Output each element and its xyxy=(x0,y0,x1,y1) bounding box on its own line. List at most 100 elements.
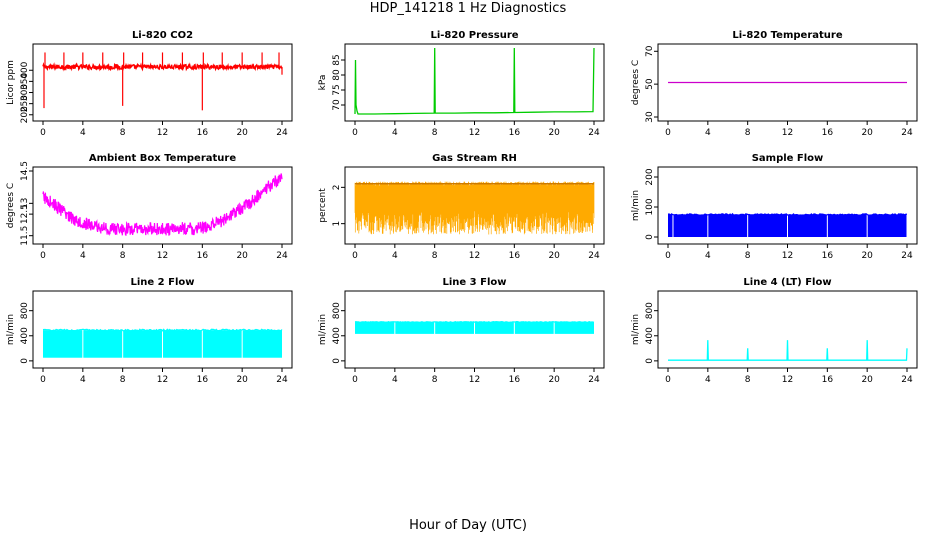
x-tick-label: 4 xyxy=(392,251,398,261)
flow-band xyxy=(395,321,435,334)
y-tick-label: 70 xyxy=(645,45,655,57)
flow-band xyxy=(708,214,748,237)
x-tick-label: 16 xyxy=(197,251,209,261)
flow-edge xyxy=(355,320,595,323)
panel-line-2-flow: Line 2 Flow 0 4 8 12 16 20 24 0 400 800 ml/min xyxy=(6,277,293,385)
x-tick-label: 20 xyxy=(861,251,873,261)
flow-band xyxy=(668,214,673,237)
flow-band xyxy=(43,330,83,358)
panel-title: Li-820 CO2 xyxy=(132,30,193,41)
x-tick-label: 8 xyxy=(432,128,438,138)
x-tick-label: 0 xyxy=(352,251,358,261)
x-tick-label: 16 xyxy=(509,375,521,385)
data-series xyxy=(355,320,595,334)
y-axis-label: ml/min xyxy=(631,314,641,345)
y-tick-label: 70 xyxy=(332,99,342,111)
y-axis-label: kPa xyxy=(318,75,328,91)
flow-band xyxy=(83,330,123,358)
rh-trace xyxy=(354,181,595,235)
x-tick-label: 0 xyxy=(665,375,671,385)
y-tick-label: 400 xyxy=(645,327,655,344)
data-series xyxy=(354,181,595,235)
x-tick-label: 8 xyxy=(745,375,751,385)
flow-band xyxy=(202,330,242,358)
panel-title: Line 4 (LT) Flow xyxy=(743,277,831,288)
panel-title: Ambient Box Temperature xyxy=(89,153,236,164)
x-tick-label: 24 xyxy=(276,375,288,385)
panel-ambient-box-temperature: Ambient Box Temperature 0 4 8 12 16 20 24 11.5 12… xyxy=(6,153,293,261)
x-tick-label: 24 xyxy=(276,251,288,261)
flow-band xyxy=(435,321,475,334)
y-tick-label: 350 xyxy=(20,73,30,90)
y-tick-label: 0 xyxy=(332,358,342,364)
y-tick-label: 0 xyxy=(645,234,655,240)
flow-band xyxy=(867,214,907,237)
flow-band xyxy=(787,214,827,237)
y-tick-label: 30 xyxy=(645,111,655,123)
panel-title: Li-820 Temperature xyxy=(732,30,842,41)
panel-line-3-flow: Line 3 Flow 0 4 8 12 16 20 24 0 400 800 ml/min xyxy=(318,277,605,385)
y-axis-label: ml/min xyxy=(6,314,16,345)
x-tick-label: 12 xyxy=(782,251,793,261)
x-tick-label: 16 xyxy=(197,375,209,385)
x-tick-label: 4 xyxy=(80,375,86,385)
y-tick-label: 400 xyxy=(332,327,342,344)
y-axis-label: Licor ppm xyxy=(6,60,16,105)
series-line xyxy=(668,340,908,361)
y-tick-label: 200 xyxy=(20,106,30,123)
x-tick-label: 0 xyxy=(352,375,358,385)
panel-line-4-lt-flow: Line 4 (LT) Flow 0 4 8 12 16 20 24 0 400 800 ml/min xyxy=(631,277,918,385)
y-tick-label: 0 xyxy=(645,358,655,364)
x-tick-label: 24 xyxy=(588,375,600,385)
y-tick-label: 11.5 xyxy=(20,226,30,246)
x-tick-label: 16 xyxy=(509,128,521,138)
data-series xyxy=(42,52,283,111)
data-series xyxy=(354,47,595,115)
x-tick-label: 0 xyxy=(40,128,46,138)
x-tick-label: 0 xyxy=(40,251,46,261)
flow-band xyxy=(474,321,514,334)
x-tick-label: 8 xyxy=(745,128,751,138)
x-tick-label: 24 xyxy=(901,251,913,261)
y-tick-label: 800 xyxy=(645,302,655,319)
y-tick-label: 400 xyxy=(20,327,30,344)
x-tick-label: 24 xyxy=(588,128,600,138)
flow-band xyxy=(123,330,163,358)
flow-band xyxy=(162,330,202,358)
x-tick-label: 12 xyxy=(157,375,168,385)
flow-band xyxy=(748,214,788,237)
y-axis-label: percent xyxy=(318,188,328,223)
x-tick-label: 12 xyxy=(782,128,793,138)
y-tick-label: 800 xyxy=(20,302,30,319)
y-tick-label: 1 xyxy=(332,221,342,227)
flow-band xyxy=(242,330,282,358)
plot-frame xyxy=(344,43,605,122)
x-tick-label: 12 xyxy=(157,251,168,261)
x-tick-label: 0 xyxy=(40,375,46,385)
y-tick-label: 200 xyxy=(645,168,655,185)
data-series xyxy=(667,212,907,237)
panel-title: Line 3 Flow xyxy=(443,277,507,288)
x-tick-label: 12 xyxy=(157,128,168,138)
x-tick-label: 12 xyxy=(782,375,793,385)
x-tick-label: 8 xyxy=(120,128,126,138)
y-tick-label: 400 xyxy=(20,61,30,78)
x-tick-label: 20 xyxy=(548,128,560,138)
x-tick-label: 16 xyxy=(822,375,834,385)
x-tick-label: 4 xyxy=(705,375,711,385)
flow-band xyxy=(827,214,867,237)
x-tick-label: 24 xyxy=(276,128,288,138)
flow-band xyxy=(673,214,708,237)
y-tick-label: 75 xyxy=(332,84,342,95)
x-tick-label: 24 xyxy=(901,128,913,138)
y-tick-label: 0 xyxy=(20,358,30,364)
x-tick-label: 12 xyxy=(469,375,480,385)
panel-li-820-temperature: Li-820 Temperature 0 4 8 12 16 20 24 30 50 70 degre… xyxy=(631,30,918,138)
y-tick-label: 80 xyxy=(332,69,342,81)
x-tick-label: 8 xyxy=(432,375,438,385)
x-tick-label: 20 xyxy=(548,251,560,261)
series-line xyxy=(354,47,595,115)
x-tick-label: 12 xyxy=(469,251,480,261)
